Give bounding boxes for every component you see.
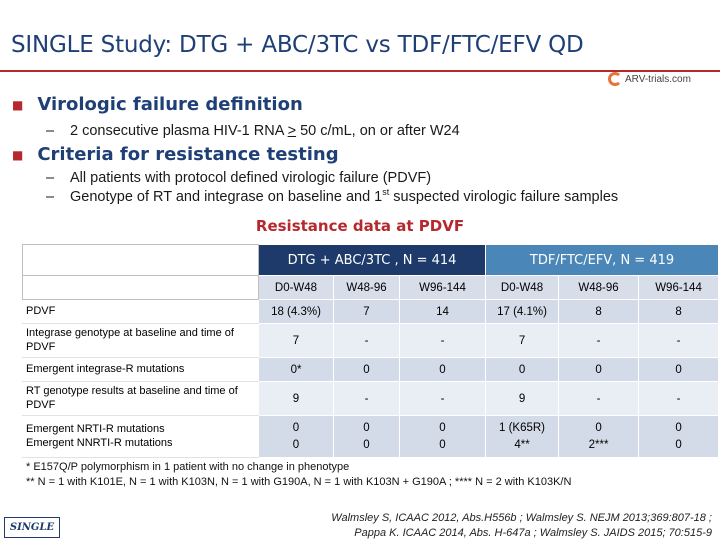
col-header: W48-96: [333, 275, 400, 300]
row-label: Emergent integrase-R mutations: [22, 357, 259, 382]
table-cell: 9: [258, 381, 334, 416]
table-row: Integrase genotype at baseline and time …: [22, 323, 720, 358]
row-label-nrti: Emergent NRTI-R mutations: [26, 422, 165, 435]
dash-icon: –: [46, 189, 55, 205]
subheader-blank-cell: [22, 275, 259, 300]
study-tag: SINGLE: [4, 517, 60, 538]
square-bullet-icon: ■: [12, 97, 24, 112]
bullet-resistance-criteria: ■ Criteria for resistance testing: [12, 144, 339, 165]
ge-symbol: >: [287, 123, 297, 139]
footnote-1: * E157Q/P polymorphism in 1 patient with…: [26, 461, 350, 473]
table-row: Emergent integrase-R mutations 0* 0 0 0 …: [22, 357, 720, 382]
criteria-line-1: – All patients with protocol defined viro…: [46, 170, 432, 186]
row-label: PDVF: [22, 299, 259, 324]
table-cell: 7: [258, 323, 334, 358]
table-cell: -: [558, 323, 640, 358]
group-header-tdf: TDF/FTC/EFV, N = 419: [485, 244, 720, 276]
table-cell: -: [333, 323, 400, 358]
table-cell: 1 (K65R) 4**: [485, 415, 560, 458]
table-cell: 18 (4.3%): [258, 299, 334, 324]
table-cell: 0 2***: [558, 415, 640, 458]
table-cell: 0: [558, 357, 640, 382]
criteria-line-2: – Genotype of RT and integrase on baselin…: [46, 187, 619, 205]
slide-title: SINGLE Study: DTG + ABC/3TC vs TDF/FTC/E…: [11, 32, 584, 58]
table-cell: 7: [333, 299, 400, 324]
bullet-vf-definition: ■ Virologic failure definition: [12, 94, 303, 115]
table-cell: -: [398, 381, 487, 416]
resistance-table: DTG + ABC/3TC , N = 414 TDF/FTC/EFV, N =…: [22, 244, 720, 458]
table-cell: 14: [398, 299, 487, 324]
table-cell: 9: [485, 381, 560, 416]
table-cell: -: [638, 323, 720, 358]
footnote-2: ** N = 1 with K101E, N = 1 with K103N, N…: [26, 476, 572, 488]
dash-icon: –: [46, 170, 55, 186]
table-cell: 0: [398, 357, 487, 382]
bullet-vf-definition-text: Virologic failure definition: [37, 94, 303, 115]
table-cell: 8: [558, 299, 640, 324]
table-cell: -: [638, 381, 720, 416]
bullet-resistance-criteria-text: Criteria for resistance testing: [37, 144, 339, 165]
table-cell: 8: [638, 299, 720, 324]
resistance-table-title: Resistance data at PDVF: [255, 217, 465, 235]
group-header-dtg: DTG + ABC/3TC , N = 414: [257, 244, 487, 276]
table-cell: 7: [485, 323, 560, 358]
reference-line-1: Walmsley S, ICAAC 2012, Abs.H556b ; Walm…: [331, 512, 712, 524]
col-header: W96-144: [398, 275, 487, 300]
table-row: PDVF 18 (4.3%) 7 14 17 (4.1%) 8 8: [22, 299, 720, 324]
table-cell: -: [398, 323, 487, 358]
row-label: RT genotype results at baseline and time…: [22, 381, 259, 416]
table-row: RT genotype results at baseline and time…: [22, 381, 720, 416]
col-header: W96-144: [638, 275, 720, 300]
table-cell: 17 (4.1%): [485, 299, 560, 324]
square-bullet-icon: ■: [12, 147, 24, 162]
row-label: Emergent NRTI-R mutations Emergent NNRTI…: [22, 415, 259, 458]
vf-definition-line: –2 consecutive plasma HIV-1 RNA > 50 c/m…: [46, 123, 460, 139]
title-divider: [0, 70, 720, 72]
logo-icon: [608, 72, 622, 86]
table-row: Emergent NRTI-R mutations Emergent NNRTI…: [22, 415, 720, 458]
header-blank-cell: [22, 244, 259, 276]
table-cell: -: [333, 381, 400, 416]
table-cell: 0*: [258, 357, 334, 382]
table-cell: 0: [638, 357, 720, 382]
table-cell: 0: [333, 357, 400, 382]
arv-trials-logo: ARV-trials.com: [608, 70, 691, 88]
col-header: W48-96: [558, 275, 640, 300]
col-header: D0-W48: [258, 275, 334, 300]
row-label: Integrase genotype at baseline and time …: [22, 323, 259, 358]
table-cell: 0: [485, 357, 560, 382]
logo-text: ARV-trials.com: [625, 73, 691, 85]
col-header: D0-W48: [485, 275, 560, 300]
references: Walmsley S, ICAAC 2012, Abs.H556b ; Walm…: [331, 511, 712, 540]
reference-line-2: Pappa K. ICAAC 2014, Abs. H-647a ; Walms…: [354, 527, 712, 540]
dash-icon: –: [46, 123, 55, 139]
row-label-nnrti: Emergent NNRTI-R mutations: [26, 436, 173, 449]
table-cell: -: [558, 381, 640, 416]
